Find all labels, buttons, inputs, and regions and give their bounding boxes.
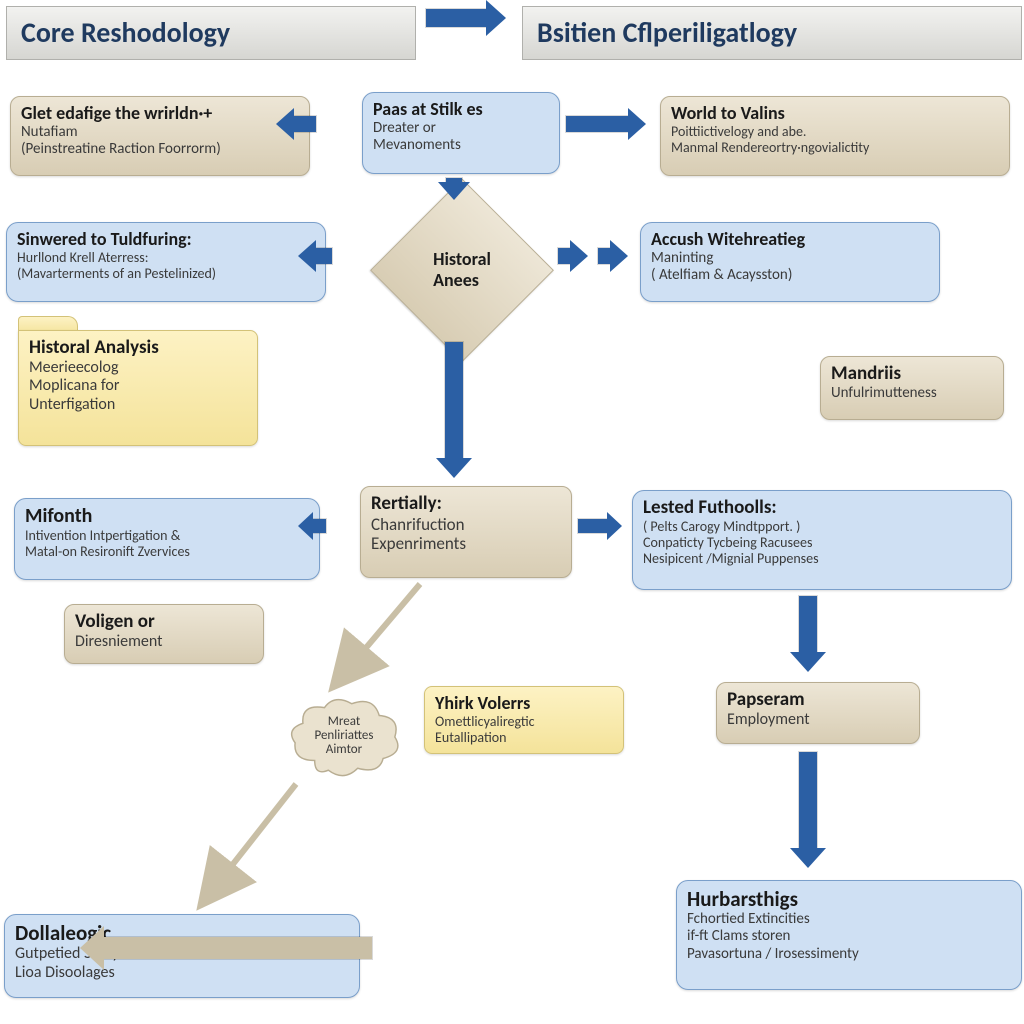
node-header_right: Bsitien Cflperiligatlogy xyxy=(522,6,1022,60)
node-n_sinw: Sinwered to Tuldfuring:Hurllond Krell At… xyxy=(6,222,326,302)
node-n_rertially: Rertially:ChanrifuctionExpenriments xyxy=(360,486,572,578)
node-n_mandriis: MandriisUnfulrimutteness xyxy=(820,356,1004,420)
node-n_papseram: PapseramEmployment xyxy=(716,682,920,744)
node-n_hist: Historal AnalysisMeerieecologMoplicana f… xyxy=(18,330,258,446)
node-n_paas: Paas at Stilk esDreater orMevanoments xyxy=(362,92,560,174)
node-n_diamond: HistoralAnees xyxy=(372,200,552,340)
node-n_mifonth: MifonthIntivention Intpertigation &Matal… xyxy=(14,498,320,580)
node-n_world: World to ValinsPoittiictivelogy and abe.… xyxy=(660,96,1010,176)
arrow-a_rert_cloud xyxy=(320,572,432,700)
node-n_yhirk: Yhirk VolerrsOmettlicyaliregticEutallipa… xyxy=(424,686,624,754)
arrow-a_cloud_doll xyxy=(188,772,308,918)
node-n_lested: Lested Futhoolls:( Pelts Carogy Mindtppo… xyxy=(632,490,1012,590)
node-header_left: Core Reshodology xyxy=(6,6,416,60)
node-n_accush: Accush WitehreatiegManinting( Atelfiam &… xyxy=(640,222,940,302)
node-n_cloud: MreatPenliriattesAimtor xyxy=(280,692,408,780)
node-n_get: Glet edafige the wrirldn·+Nutafiam(Peins… xyxy=(10,96,310,176)
node-n_voligen: Voligen orDiresniement xyxy=(64,604,264,664)
node-n_hurb: HurbarsthigsFchortied Extincitiesif-ft C… xyxy=(676,880,1022,990)
